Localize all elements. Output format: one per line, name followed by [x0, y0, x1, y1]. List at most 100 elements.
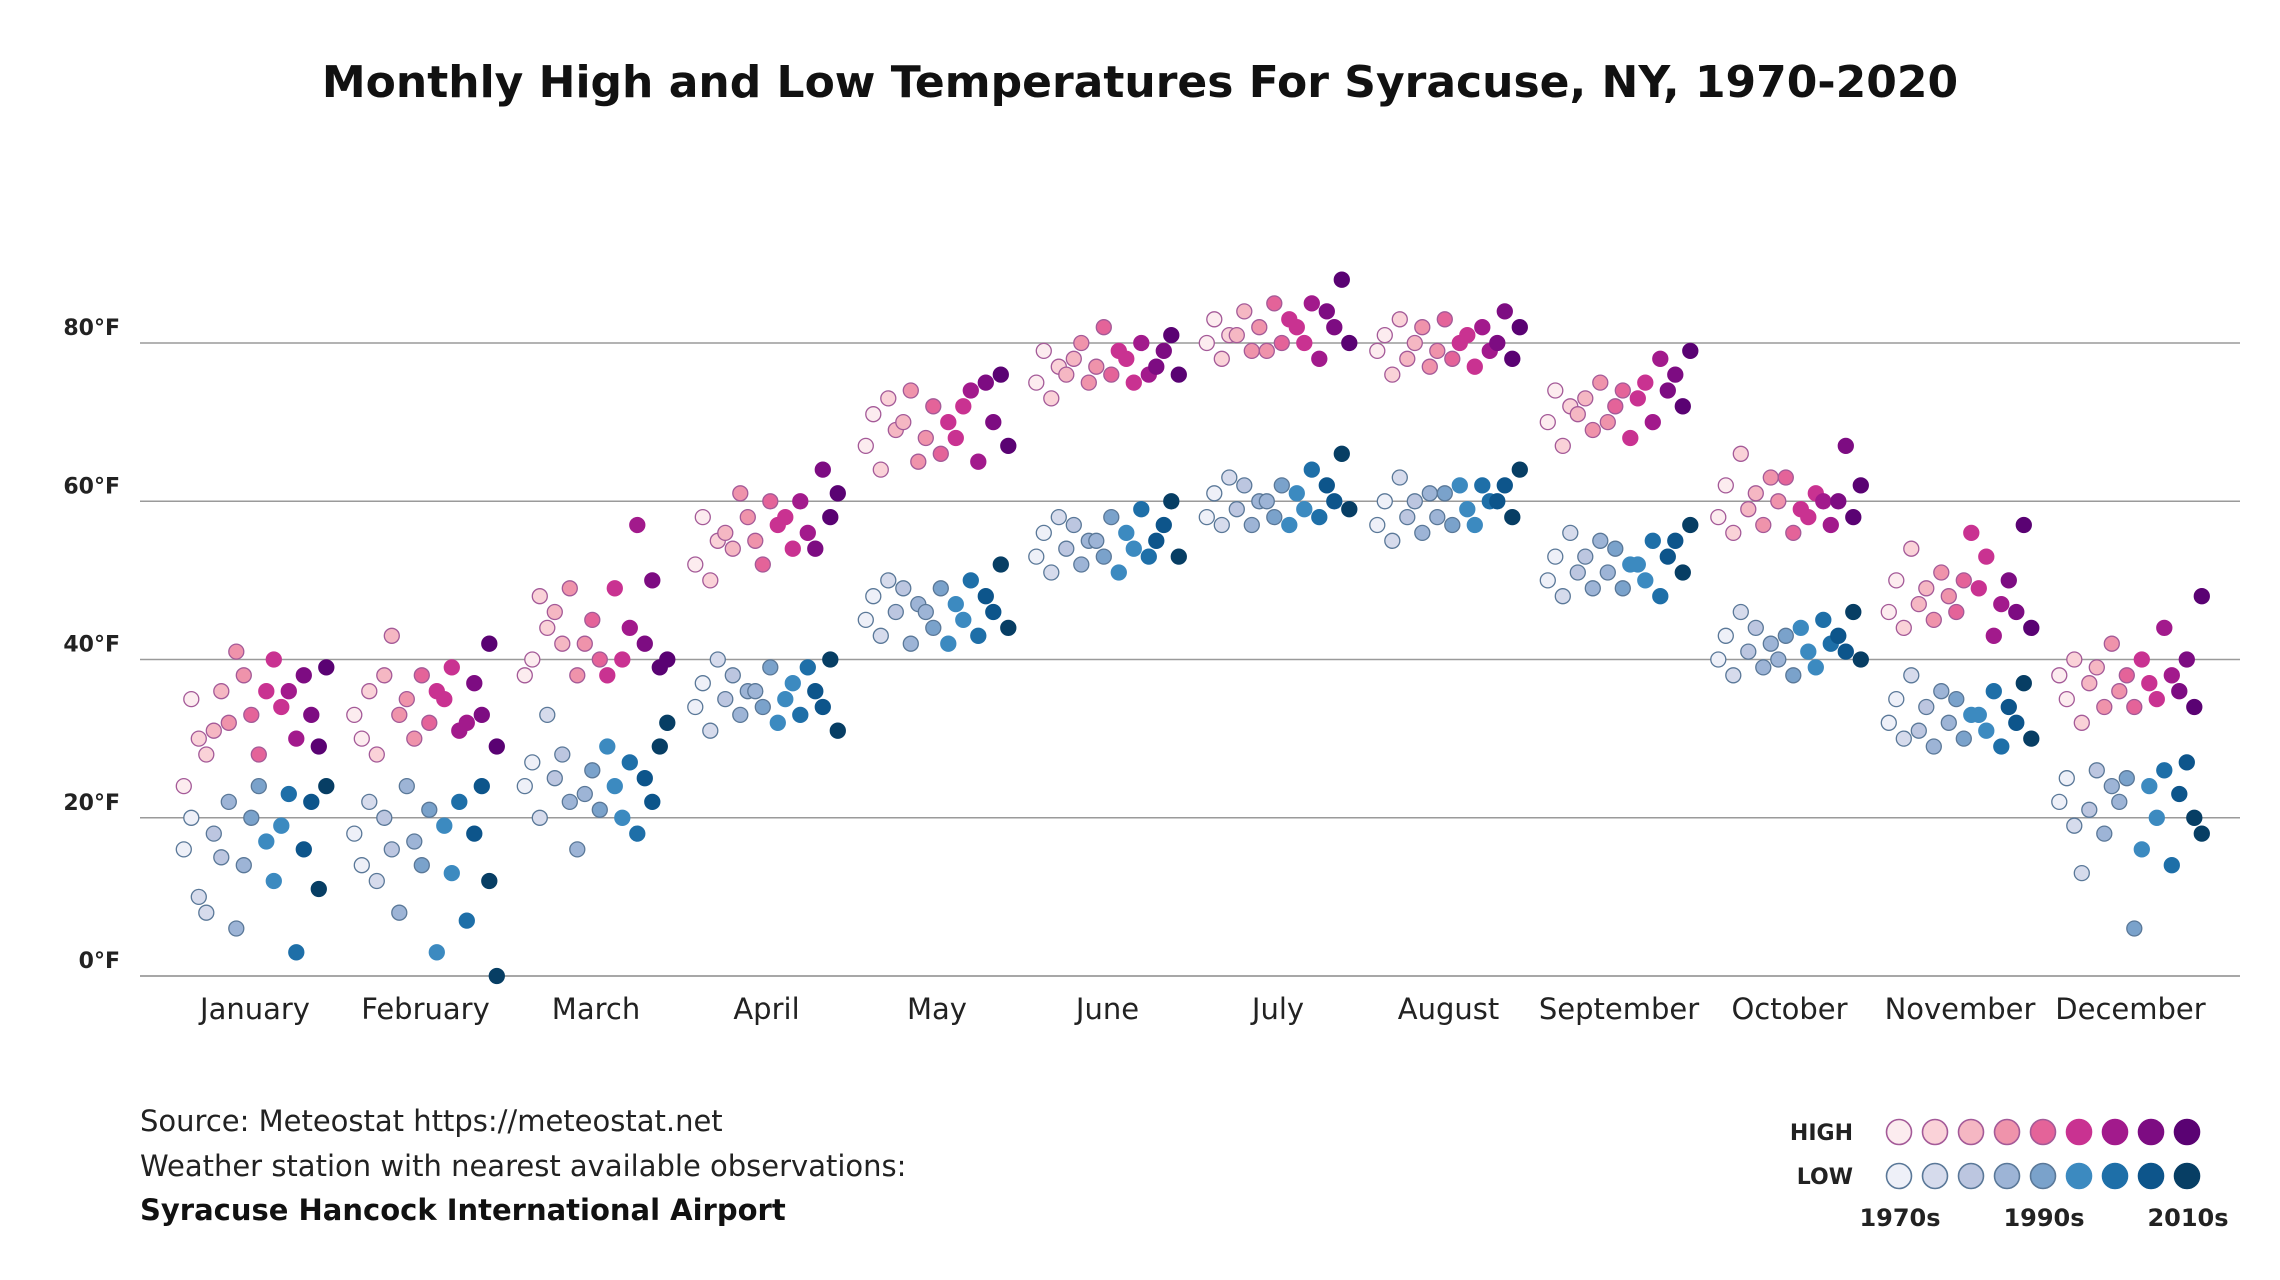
low-point — [1073, 556, 1090, 573]
high-point — [1845, 508, 1862, 526]
low-point — [955, 611, 972, 629]
high-point — [932, 445, 949, 462]
high-point — [1326, 319, 1343, 336]
high-point — [1088, 358, 1105, 375]
high-point — [205, 722, 222, 739]
high-point — [2023, 619, 2040, 637]
high-point — [644, 572, 661, 589]
low-point — [962, 572, 979, 589]
low-point — [784, 675, 801, 692]
high-point — [473, 706, 490, 724]
low-point — [1740, 643, 1757, 660]
low-point — [280, 785, 297, 803]
high-point — [310, 738, 327, 755]
low-point — [1198, 508, 1215, 526]
high-point — [318, 659, 335, 676]
low-point — [1035, 524, 1052, 542]
high-point — [724, 540, 741, 557]
low-point — [1629, 556, 1646, 573]
high-point — [1910, 595, 1927, 613]
high-point — [2118, 667, 2135, 684]
low-point — [1043, 564, 1060, 581]
low-point — [1444, 516, 1461, 534]
high-point — [1258, 342, 1275, 360]
low-point — [1755, 659, 1772, 676]
x-tick-label: February — [361, 992, 490, 1026]
low-point — [1607, 540, 1624, 557]
high-point — [1391, 311, 1408, 328]
low-point — [1539, 572, 1556, 589]
source-line-3: Syracuse Hancock International Airport — [140, 1193, 786, 1227]
high-point — [2111, 683, 2128, 700]
high-point — [1554, 437, 1571, 455]
low-point — [243, 809, 260, 826]
low-point — [295, 841, 312, 858]
high-point — [303, 706, 320, 724]
high-point — [614, 651, 631, 668]
legend-swatch — [2173, 1118, 2201, 1146]
high-point — [1732, 445, 1749, 462]
high-point — [807, 540, 824, 557]
high-point — [857, 437, 874, 455]
y-tick-label: 80°F — [63, 316, 120, 341]
high-point — [1406, 334, 1423, 352]
low-point — [887, 603, 904, 621]
source-note: Source: Meteostat https://meteostat.net … — [140, 1104, 906, 1227]
high-point — [1963, 524, 1980, 542]
high-point — [1399, 350, 1416, 367]
high-point — [1830, 493, 1847, 510]
low-point — [1391, 469, 1408, 486]
low-point — [213, 849, 230, 866]
high-point — [1622, 429, 1639, 447]
low-point — [1978, 722, 1995, 739]
high-point — [739, 508, 756, 526]
high-point — [940, 413, 957, 431]
y-tick-label: 60°F — [63, 474, 120, 499]
high-point — [1073, 334, 1090, 352]
low-point — [554, 746, 571, 763]
low-point — [1807, 659, 1824, 676]
high-point — [1569, 406, 1586, 423]
low-point — [1050, 508, 1067, 526]
high-point — [1762, 469, 1779, 486]
low-point — [1028, 548, 1045, 565]
low-point — [2051, 793, 2068, 811]
low-point — [1303, 461, 1320, 478]
low-point — [1504, 508, 1521, 526]
legend-swatch — [2173, 1162, 2201, 1190]
high-point — [947, 429, 964, 447]
low-point — [895, 580, 912, 597]
high-point — [1918, 580, 1935, 597]
high-point — [391, 706, 408, 724]
low-point — [258, 833, 275, 850]
high-point — [1028, 374, 1045, 391]
high-point — [1429, 342, 1446, 360]
legend-swatch — [1957, 1162, 1985, 1190]
high-point — [1577, 390, 1594, 407]
high-point — [1170, 366, 1187, 383]
low-point — [629, 825, 646, 842]
high-point — [1770, 493, 1787, 510]
high-point — [621, 619, 638, 637]
high-point — [1747, 485, 1764, 502]
high-point — [1474, 319, 1491, 336]
high-point — [258, 683, 275, 700]
low-point — [1281, 516, 1298, 534]
low-point — [1852, 651, 1869, 668]
high-point — [1095, 319, 1112, 336]
high-point — [443, 659, 460, 676]
high-point — [925, 398, 942, 415]
high-point — [1644, 413, 1661, 431]
low-point — [1777, 627, 1794, 644]
low-point — [947, 595, 964, 613]
low-point — [865, 588, 882, 605]
high-point — [481, 635, 498, 652]
low-point — [1955, 730, 1972, 747]
low-point — [1652, 588, 1669, 605]
low-point — [1118, 524, 1135, 542]
high-point — [1933, 564, 1950, 581]
high-point — [1341, 334, 1358, 352]
legend-decade-label: 1990s — [2003, 1204, 2084, 1232]
low-point — [1451, 477, 1468, 494]
high-point — [295, 667, 312, 684]
